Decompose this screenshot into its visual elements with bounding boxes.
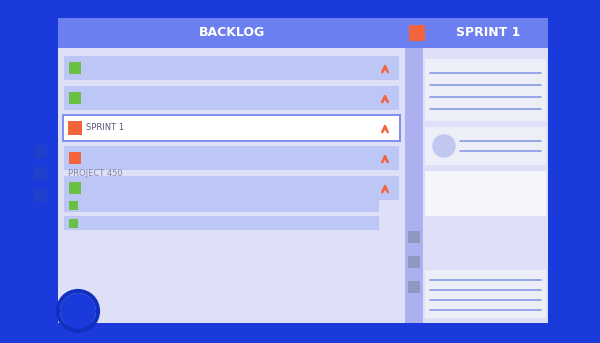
Bar <box>69 182 81 194</box>
FancyBboxPatch shape <box>405 18 548 48</box>
Text: SPRINT 1: SPRINT 1 <box>86 123 124 132</box>
Bar <box>425 270 546 318</box>
Bar <box>69 152 81 164</box>
Bar <box>68 121 82 135</box>
Bar <box>69 218 78 227</box>
Text: BACKLOG: BACKLOG <box>199 26 265 39</box>
Bar <box>405 48 423 323</box>
Bar <box>64 116 399 140</box>
Bar <box>64 216 379 230</box>
Bar <box>408 281 420 293</box>
Bar <box>69 62 81 74</box>
Circle shape <box>60 293 96 329</box>
Bar <box>408 231 420 243</box>
Bar <box>64 56 399 80</box>
Text: PROJECT 450: PROJECT 450 <box>68 169 122 178</box>
Bar <box>69 92 81 104</box>
Bar <box>405 18 548 48</box>
Bar <box>58 48 405 323</box>
FancyBboxPatch shape <box>58 18 405 48</box>
Bar <box>405 48 548 323</box>
Bar <box>425 127 546 165</box>
Text: SPRINT 1: SPRINT 1 <box>457 26 521 39</box>
Bar <box>409 25 425 41</box>
Bar <box>34 189 47 202</box>
Bar <box>64 86 399 110</box>
Bar <box>69 182 78 191</box>
Bar <box>58 18 405 48</box>
Bar <box>64 176 399 200</box>
Bar <box>425 171 546 216</box>
Bar <box>64 180 379 194</box>
Bar <box>34 145 47 158</box>
Bar <box>425 59 546 121</box>
Bar <box>64 198 379 212</box>
Bar <box>64 146 399 170</box>
Bar <box>34 167 47 180</box>
Bar <box>62 114 401 142</box>
Circle shape <box>433 135 455 157</box>
FancyBboxPatch shape <box>58 18 548 323</box>
Bar <box>408 256 420 268</box>
Bar <box>69 201 78 210</box>
